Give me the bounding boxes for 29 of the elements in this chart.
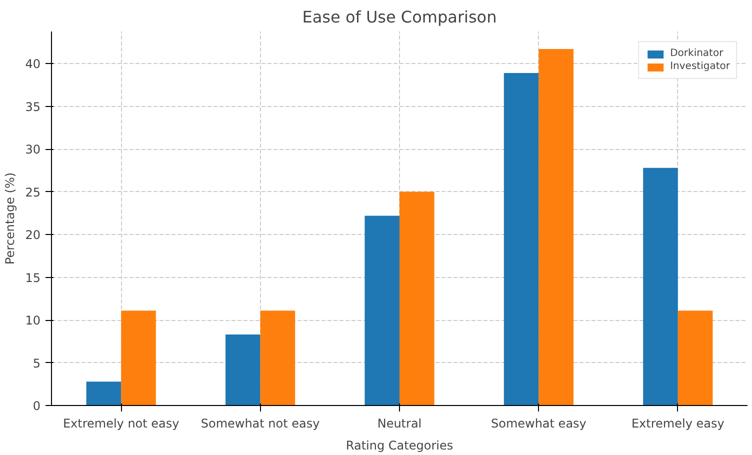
y-tick-label: 30 <box>25 142 41 157</box>
bar <box>260 310 296 406</box>
chart-title: Ease of Use Comparison <box>302 8 497 26</box>
bar <box>504 72 539 406</box>
x-axis-title: Rating Categories <box>346 438 454 452</box>
y-tick-label: 15 <box>25 270 41 285</box>
legend-label: Dorkinator <box>670 48 724 59</box>
bar <box>121 310 156 406</box>
x-tick-label: Extremely easy <box>631 416 724 430</box>
legend-label: Investigator <box>670 61 730 72</box>
x-tick-label: Somewhat not easy <box>200 416 320 430</box>
x-tick-label: Neutral <box>377 416 422 430</box>
y-tick-label: 0 <box>32 399 41 413</box>
bar <box>364 216 400 406</box>
bar <box>226 334 260 406</box>
bar <box>400 192 434 406</box>
y-tick-label: 10 <box>25 314 41 328</box>
bar <box>86 382 122 406</box>
bar <box>538 49 574 406</box>
bar <box>678 310 713 406</box>
y-axis-title: Percentage (%) <box>3 172 18 265</box>
y-tick-label: 40 <box>25 57 41 72</box>
y-tick-label: 35 <box>25 100 41 114</box>
x-tick-label: Somewhat easy <box>490 416 586 430</box>
y-tick-label: 25 <box>25 185 41 200</box>
y-tick-label: 5 <box>32 356 41 370</box>
bar <box>643 168 678 406</box>
x-tick-label: Extremely not easy <box>62 416 180 430</box>
y-tick-label: 20 <box>25 228 41 242</box>
